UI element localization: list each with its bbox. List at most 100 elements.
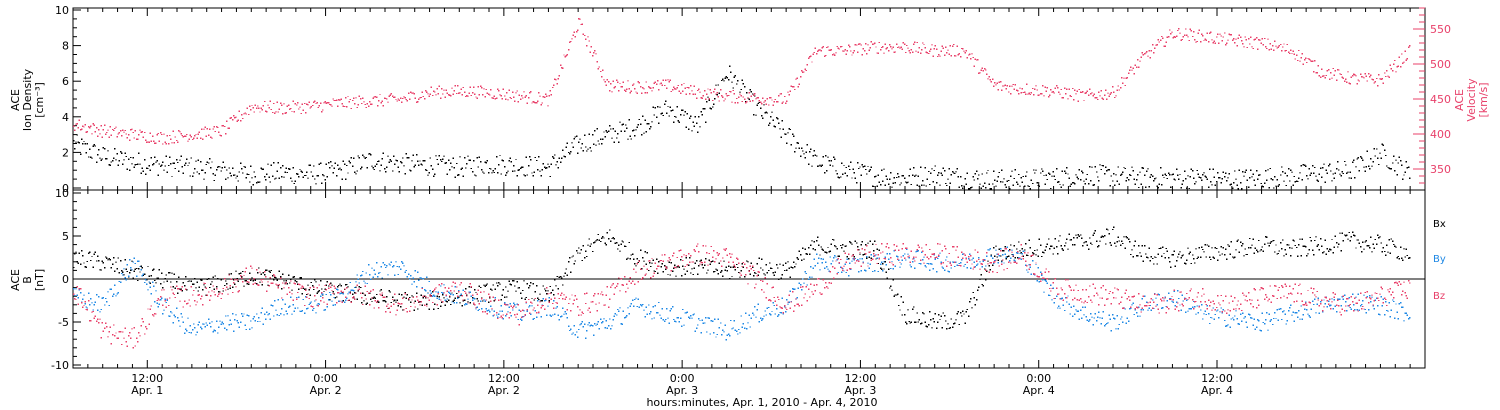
bx-point (747, 260, 749, 263)
bx-point (1196, 257, 1198, 260)
velocity-point (1092, 95, 1094, 97)
velocity-point (134, 130, 137, 132)
density-point (1071, 182, 1074, 184)
by-point (356, 274, 358, 276)
velocity-point (980, 69, 982, 72)
by-point (108, 304, 110, 307)
bx-point (1235, 249, 1237, 251)
density-point (1034, 172, 1036, 174)
density-point (794, 151, 796, 153)
density-point (276, 170, 278, 172)
by-point (1043, 291, 1045, 293)
bx-point (394, 299, 396, 301)
density-point (197, 159, 199, 161)
velocity-point (412, 92, 414, 94)
bottom-left-ylabel-line1: ACE (9, 269, 22, 291)
velocity-point (1082, 91, 1084, 93)
density-point (306, 171, 308, 173)
bx-point (554, 279, 556, 281)
density-point (753, 114, 755, 116)
density-point (764, 112, 766, 114)
velocity-point (778, 95, 780, 97)
by-point (941, 266, 943, 268)
density-point (778, 122, 780, 124)
by-point (1191, 306, 1194, 308)
by-point (620, 323, 622, 325)
velocity-point (473, 86, 475, 88)
velocity-point (86, 131, 89, 133)
velocity-point (228, 127, 230, 130)
bx-point (948, 327, 950, 330)
velocity-point (180, 133, 182, 135)
density-point (726, 77, 729, 79)
density-point (518, 168, 521, 171)
by-point (836, 259, 838, 261)
density-point (419, 160, 421, 162)
bx-point (587, 244, 589, 247)
density-point (879, 184, 882, 186)
bx-point (428, 308, 430, 310)
density-point (561, 157, 563, 159)
by-point (251, 327, 253, 329)
bx-point (287, 274, 290, 276)
by-point (308, 303, 310, 306)
by-point (127, 275, 130, 277)
bx-point (1013, 245, 1015, 247)
bx-point (1327, 250, 1330, 252)
bx-point (1309, 236, 1311, 239)
density-point (942, 167, 945, 169)
density-point (1274, 176, 1276, 178)
density-point (222, 161, 225, 163)
velocity-point (1076, 90, 1078, 92)
velocity-point (1199, 41, 1202, 43)
density-point (245, 176, 247, 179)
by-point (402, 262, 404, 264)
velocity-point (538, 91, 540, 94)
density-point (142, 170, 145, 172)
density-point (606, 131, 609, 133)
by-point (803, 282, 805, 284)
density-point (1219, 176, 1221, 179)
by-point (1203, 312, 1205, 315)
density-point (403, 164, 405, 167)
density-point (842, 173, 844, 175)
by-point (958, 262, 961, 265)
by-point (1186, 299, 1188, 302)
bx-point (699, 260, 701, 262)
velocity-point (645, 81, 647, 83)
density-point (636, 126, 638, 129)
velocity-point (1242, 42, 1244, 45)
density-point (86, 143, 89, 145)
by-point (999, 248, 1002, 250)
velocity-point (683, 82, 685, 85)
velocity-point (580, 23, 582, 26)
velocity-point (506, 91, 508, 94)
density-point (1350, 177, 1353, 179)
by-point (908, 257, 910, 259)
by-point (431, 295, 434, 297)
by-point (310, 301, 313, 303)
velocity-point (651, 90, 653, 92)
bx-point (1389, 252, 1391, 254)
density-point (994, 179, 996, 181)
by-point (987, 248, 989, 251)
density-point (573, 138, 575, 140)
density-point (700, 110, 702, 113)
density-point (708, 99, 710, 101)
by-point (89, 303, 91, 306)
bx-point (85, 266, 87, 269)
density-point (971, 186, 973, 188)
bx-point (935, 327, 938, 329)
density-point (1299, 172, 1301, 174)
bx-point (533, 299, 535, 301)
velocity-point (970, 58, 972, 60)
bx-point (250, 279, 252, 282)
by-point (489, 311, 491, 313)
density-point (141, 167, 143, 170)
by-point (94, 301, 97, 303)
by-point (1115, 328, 1117, 330)
density-point (1331, 180, 1333, 182)
velocity-point (691, 90, 693, 92)
density-point (1029, 188, 1031, 190)
velocity-point (717, 96, 719, 98)
